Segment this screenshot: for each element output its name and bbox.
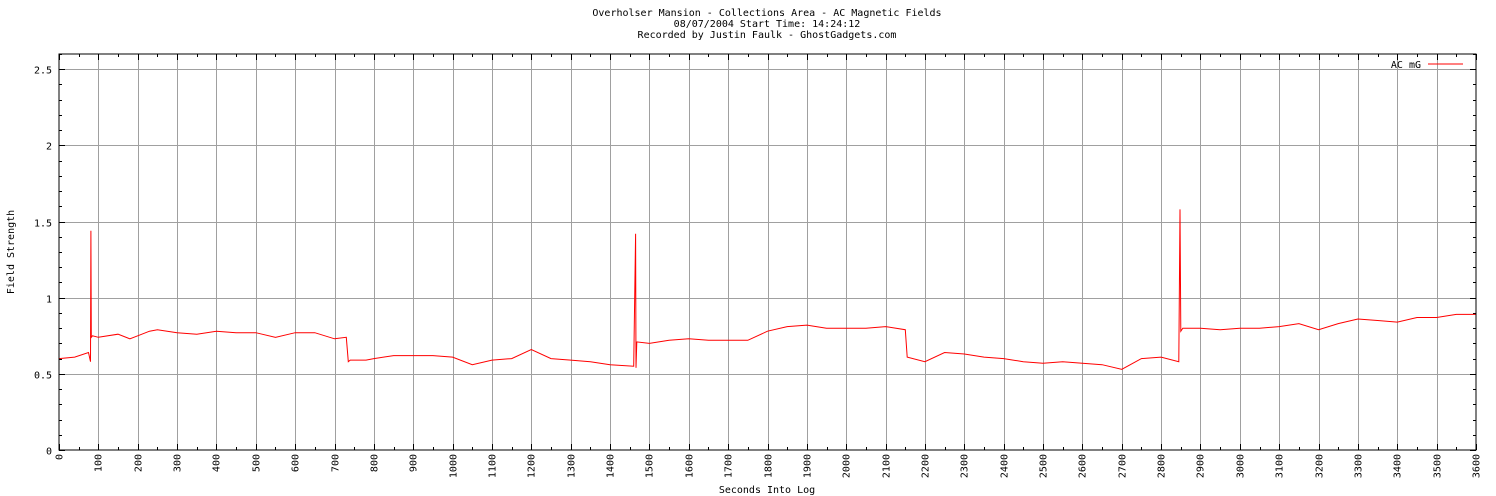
y-tick-label: 0: [46, 447, 52, 458]
y-tick-label: 2: [46, 142, 52, 153]
x-tick-label: 2700: [1118, 454, 1129, 478]
chart-subtitle-credit: Recorded by Justin Faulk - GhostGadgets.…: [637, 30, 897, 41]
y-axis-label: Field Strength: [6, 210, 17, 294]
x-tick-label: 2400: [1000, 454, 1011, 478]
ticks: [59, 54, 1477, 451]
x-tick-label: 600: [291, 454, 302, 472]
x-tick-label: 1000: [449, 454, 460, 478]
x-tick-label: 3400: [1393, 454, 1404, 478]
y-tick-labels: 0 0.5 1 1.5 2 2.5: [34, 66, 52, 458]
x-tick-label: 2600: [1078, 454, 1089, 478]
x-tick-label: 2000: [842, 454, 853, 478]
x-tick-label: 400: [212, 454, 223, 472]
x-tick-label: 1400: [606, 454, 617, 478]
x-tick-label: 2100: [882, 454, 893, 478]
x-tick-label: 1100: [488, 454, 499, 478]
x-tick-label: 1800: [764, 454, 775, 478]
series-line-ac-mg: [58, 209, 1476, 370]
x-tick-label: 1500: [645, 454, 656, 478]
x-tick-label: 2500: [1039, 454, 1050, 478]
x-tick-label: 1200: [527, 454, 538, 478]
chart-title: Overholser Mansion - Collections Area - …: [592, 8, 942, 19]
x-tick-label: 200: [134, 454, 145, 472]
x-tick-label: 100: [94, 454, 105, 472]
x-tick-label: 3300: [1354, 454, 1365, 478]
x-tick-label: 2200: [921, 454, 932, 478]
x-axis-label: Seconds Into Log: [719, 485, 815, 496]
plot-frame: [58, 53, 1477, 451]
x-tick-label: 0: [55, 454, 66, 460]
series-group: [58, 209, 1476, 370]
x-tick-label: 3200: [1315, 454, 1326, 478]
x-tick-label: 3100: [1275, 454, 1286, 478]
x-tick-label: 300: [173, 454, 184, 472]
y-tick-label: 2.5: [34, 66, 52, 77]
x-tick-label: 2800: [1157, 454, 1168, 478]
x-tick-label: 3000: [1236, 454, 1247, 478]
x-tick-label: 1600: [685, 454, 696, 478]
y-tick-label: 1: [46, 295, 52, 306]
x-tick-label: 900: [409, 454, 420, 472]
x-tick-label: 1300: [567, 454, 578, 478]
x-tick-label: 500: [252, 454, 263, 472]
x-tick-label: 1900: [803, 454, 814, 478]
y-tick-label: 0.5: [34, 371, 52, 382]
y-tick-label: 1.5: [34, 219, 52, 230]
chart-subtitle-date: 08/07/2004 Start Time: 14:24:12: [673, 19, 861, 30]
legend-label: AC mG: [1391, 60, 1421, 71]
x-tick-label: 1700: [724, 454, 735, 478]
legend: AC mG: [1391, 60, 1463, 71]
grid: [59, 54, 1476, 450]
x-tick-label: 800: [370, 454, 381, 472]
x-tick-label: 3500: [1433, 454, 1444, 478]
x-tick-label: 3600: [1472, 454, 1483, 478]
x-tick-label: 2900: [1196, 454, 1207, 478]
x-tick-label: 2300: [960, 454, 971, 478]
chart-title-block: Overholser Mansion - Collections Area - …: [0, 8, 1496, 41]
x-tick-labels: 0 100 200 300 400 500 600 700 800 900 1000 1100 1200…: [55, 454, 1483, 478]
x-tick-label: 700: [331, 454, 342, 472]
